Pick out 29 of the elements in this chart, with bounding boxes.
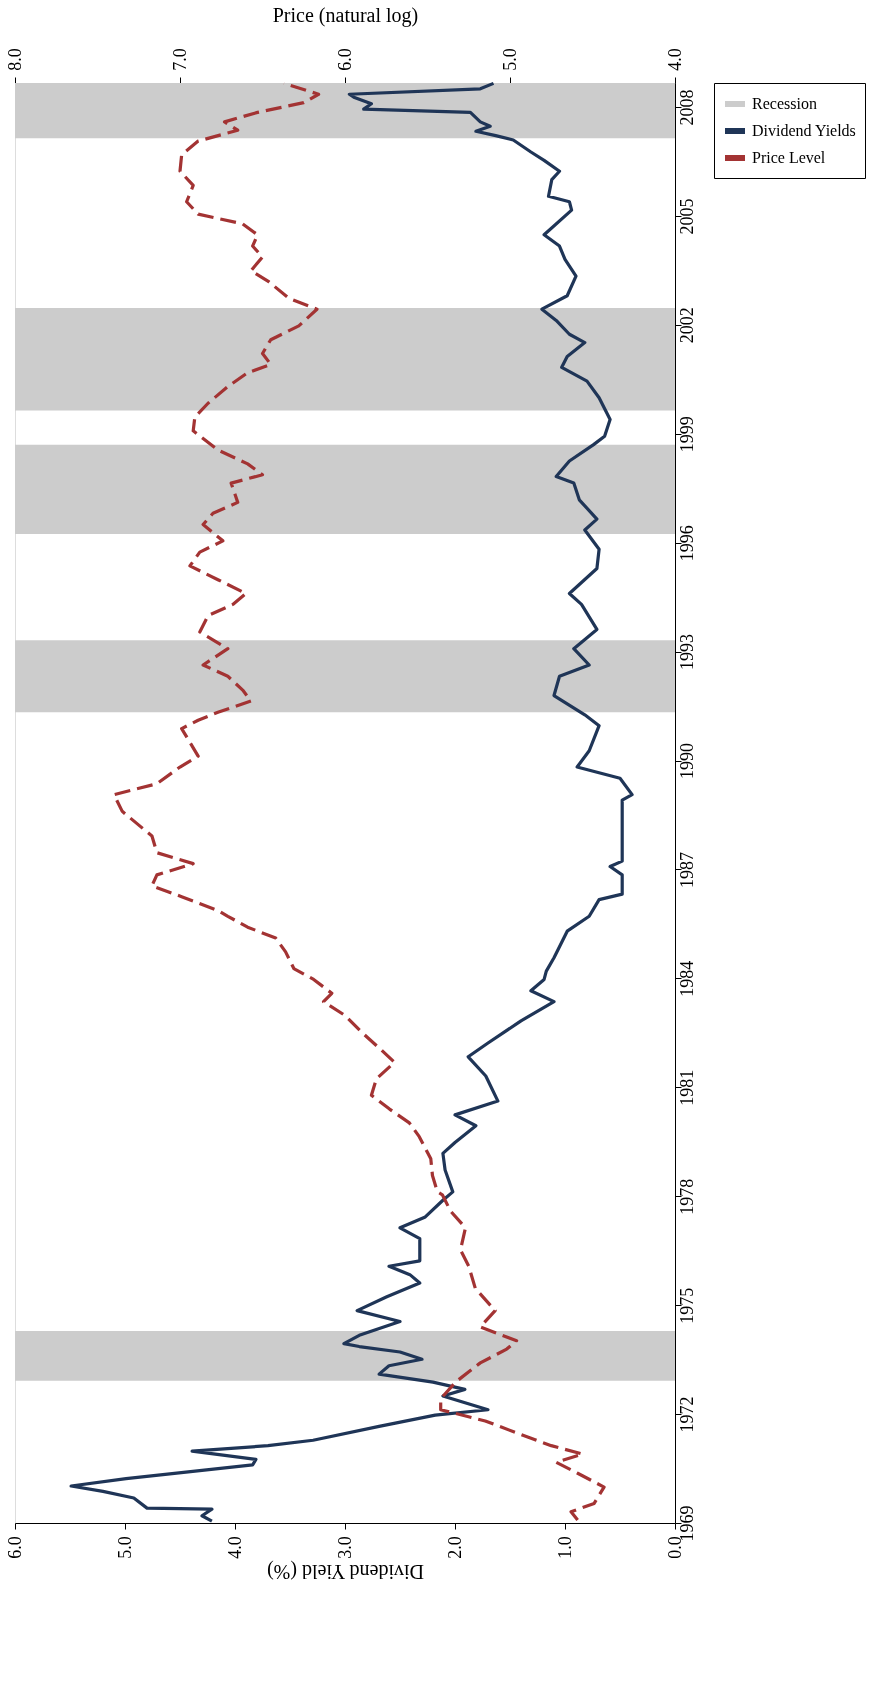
x2-tick-label: 7.0 xyxy=(169,48,190,71)
x-axis-title: Dividend Yield (%) xyxy=(266,1559,425,1583)
x2-tick-label: 8.0 xyxy=(4,48,25,71)
y-tick-label: 1987 xyxy=(676,851,697,888)
y-tick-label: 1984 xyxy=(676,960,697,997)
y-tick-label: 1996 xyxy=(676,525,697,562)
y-tick-label: 1990 xyxy=(676,743,697,780)
x2-tick-label: 6.0 xyxy=(334,48,355,71)
legend-label: Recession xyxy=(752,95,817,112)
x-tick-label: 3.0 xyxy=(334,1536,355,1559)
x-tick-label: 2.0 xyxy=(444,1536,465,1559)
y-tick-label: 1972 xyxy=(676,1396,697,1433)
y-tick-label: 1978 xyxy=(676,1178,697,1215)
x-tick-label: 4.0 xyxy=(224,1536,245,1559)
x2-axis-title: Price (natural log) xyxy=(272,4,419,28)
y-tick-label: 1981 xyxy=(676,1069,697,1106)
y-tick-label: 2008 xyxy=(676,89,697,126)
y-tick-label: 2005 xyxy=(676,198,697,235)
x-tick-label: 1.0 xyxy=(554,1536,575,1559)
y-tick-label: 2002 xyxy=(676,307,697,344)
legend-label: Dividend Yields xyxy=(752,122,856,139)
x-tick-label: 6.0 xyxy=(4,1536,25,1559)
y-tick-label: 1993 xyxy=(676,634,697,671)
legend-label: Price Level xyxy=(752,149,826,166)
y-tick-label: 1999 xyxy=(676,416,697,453)
x-tick-label: 5.0 xyxy=(114,1536,135,1559)
y-tick-label: 1975 xyxy=(676,1287,697,1324)
x2-tick-label: 4.0 xyxy=(664,48,685,71)
x2-tick-label: 5.0 xyxy=(499,48,520,71)
